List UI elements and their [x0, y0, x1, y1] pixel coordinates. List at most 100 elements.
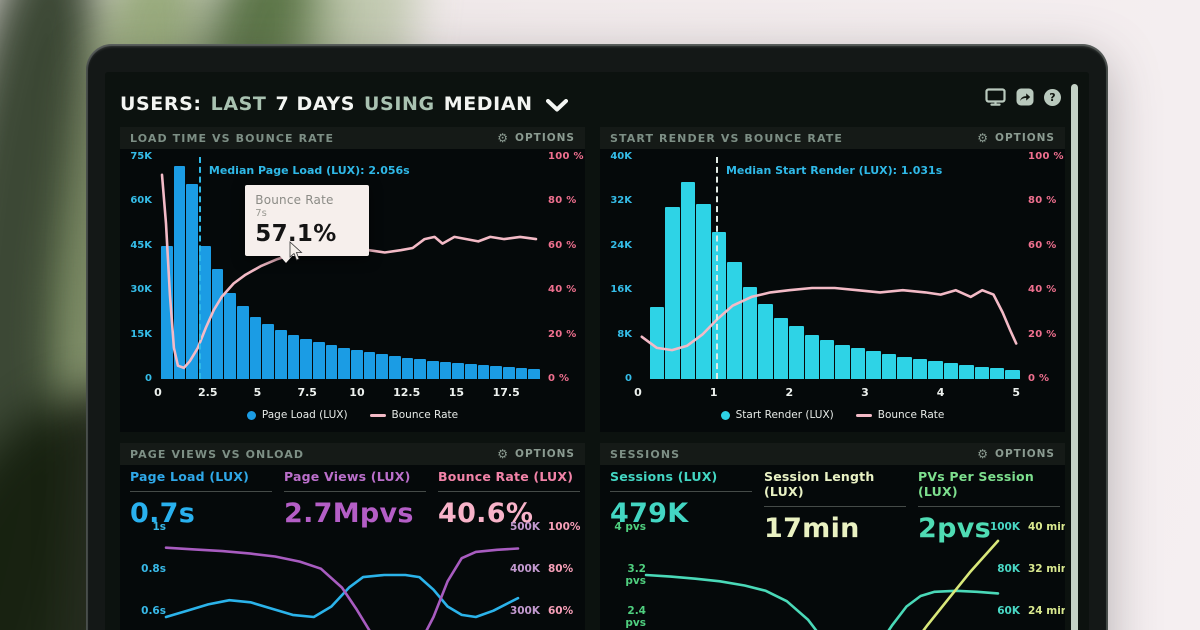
x-axis-tick: 5	[1012, 386, 1021, 399]
histogram-bar[interactable]	[186, 183, 199, 379]
stat-underline	[438, 491, 580, 492]
legend-line-icon	[369, 413, 386, 417]
histogram-bar[interactable]	[338, 347, 351, 379]
histogram-bar[interactable]	[376, 354, 389, 379]
histogram-bar[interactable]	[1005, 369, 1020, 379]
y-axis-tick: 0.8s	[141, 563, 166, 575]
histogram-bar[interactable]	[490, 366, 503, 379]
histogram-bar[interactable]	[804, 334, 819, 379]
histogram-bar[interactable]	[680, 181, 696, 379]
histogram-bar[interactable]	[503, 367, 515, 379]
gear-icon: ⚙	[497, 447, 510, 461]
histogram-bar[interactable]	[989, 367, 1005, 379]
right-axis-tick: 60K	[997, 605, 1020, 617]
y-axis-tick: 1s	[152, 521, 166, 533]
y-axis-tick: 4 pvs	[614, 521, 646, 533]
legend-item[interactable]: Page Load (LUX)	[246, 409, 348, 421]
histogram-bar[interactable]	[401, 357, 414, 379]
x-axis-tick: 0	[634, 386, 642, 399]
pct-axis-tick: 80 %	[548, 195, 577, 207]
histogram-bar[interactable]	[465, 364, 477, 379]
histogram-bar[interactable]	[452, 363, 465, 379]
histogram-bar[interactable]	[928, 361, 943, 379]
stat-label: Page Views (LUX)	[284, 469, 411, 484]
histogram-bar[interactable]	[224, 293, 237, 379]
histogram-bar[interactable]	[199, 245, 211, 379]
page-views-chart: Page Load (LUX) 0.7s Page Views (LUX) 2.7Mp…	[120, 443, 585, 630]
users-range-dropdown[interactable]: USERS: LAST 7 DAYS USING MEDIAN	[120, 93, 568, 115]
histogram-bar[interactable]	[665, 206, 680, 379]
histogram-bar[interactable]	[249, 316, 262, 379]
options-button[interactable]: ⚙ OPTIONS	[977, 448, 1055, 460]
histogram-bar[interactable]	[727, 262, 742, 379]
histogram-bar[interactable]	[881, 354, 897, 379]
histogram-bar[interactable]	[650, 306, 665, 379]
stat-label: PVs Per Session (LUX)	[918, 469, 1034, 499]
histogram-bar[interactable]	[287, 334, 300, 379]
options-button[interactable]: ⚙ OPTIONS	[977, 132, 1055, 144]
histogram-bar[interactable]	[237, 306, 249, 379]
histogram-bar[interactable]	[974, 366, 989, 379]
histogram-bar[interactable]	[477, 365, 490, 379]
histogram-bar[interactable]	[414, 359, 427, 379]
histogram-bar[interactable]	[427, 360, 439, 379]
right-axis-tick2: 24 min	[1028, 605, 1065, 617]
y-axis-tick: 0	[145, 373, 152, 384]
histogram-bar[interactable]	[789, 326, 804, 379]
y-axis-tick: 0	[625, 373, 632, 384]
x-axis-tick: 12.5	[393, 386, 421, 399]
histogram-bar[interactable]	[262, 324, 275, 379]
histogram-bar[interactable]	[439, 361, 452, 379]
options-button[interactable]: ⚙ OPTIONS	[497, 448, 575, 460]
pct-axis-tick: 60 %	[548, 239, 577, 251]
legend-item[interactable]: Bounce Rate	[855, 409, 944, 421]
tooltip: Bounce Rate 7s 57.1%	[245, 185, 370, 263]
panel-title: LOAD TIME VS BOUNCE RATE	[130, 131, 335, 145]
bounce-rate-line	[640, 286, 1018, 352]
sessions-chart: Sessions (LUX) 479K Session Length (LUX) 17…	[600, 443, 1065, 630]
histogram-bar[interactable]	[161, 245, 173, 379]
histogram-bar[interactable]	[711, 231, 727, 379]
display-icon[interactable]	[985, 88, 1006, 106]
legend-item[interactable]: Start Render (LUX)	[720, 409, 834, 421]
series-line	[164, 546, 520, 630]
histogram-bar[interactable]	[742, 287, 758, 379]
histogram-bar[interactable]	[850, 348, 866, 379]
stat-column: Bounce Rate (LUX) 40.6%	[438, 469, 580, 529]
x-axis-tick: 17.5	[492, 386, 520, 399]
load-time-chart: 75K 60K 45K 30K 15K 0 100 % 80 % 60 % 40 % 20 % 0 %…	[120, 149, 585, 432]
share-icon[interactable]	[1016, 88, 1034, 106]
histogram-bar[interactable]	[300, 339, 313, 379]
histogram-bar[interactable]	[943, 363, 959, 379]
histogram-bar[interactable]	[275, 330, 287, 379]
x-axis-tick: 4	[936, 386, 945, 399]
histogram-bar[interactable]	[351, 350, 363, 379]
histogram-bar[interactable]	[389, 355, 401, 379]
histogram-bar[interactable]	[325, 344, 338, 379]
histogram-bar[interactable]	[515, 368, 528, 379]
histogram-bar[interactable]	[835, 344, 850, 379]
histogram-bar[interactable]	[211, 269, 224, 379]
legend-item[interactable]: Bounce Rate	[369, 409, 458, 421]
tooltip-x: 7s	[255, 208, 267, 219]
stat-label: Bounce Rate (LUX)	[438, 469, 574, 484]
histogram-bar[interactable]	[912, 359, 928, 379]
help-icon[interactable]: ?	[1044, 88, 1061, 106]
stat-value: 2pvs	[918, 513, 991, 544]
histogram-bar[interactable]	[897, 356, 912, 379]
scrollbar[interactable]	[1071, 84, 1078, 630]
histogram-bar[interactable]	[758, 304, 773, 379]
histogram-bar[interactable]	[959, 365, 974, 379]
histogram-bar[interactable]	[313, 342, 325, 379]
histogram-bar[interactable]	[819, 340, 835, 379]
x-axis-tick: 3	[861, 386, 869, 399]
histogram-bar[interactable]	[528, 368, 541, 379]
right-axis-tick: 500K	[509, 521, 540, 533]
options-button[interactable]: ⚙ OPTIONS	[497, 132, 575, 144]
histogram-bar[interactable]	[773, 317, 789, 379]
histogram-bar[interactable]	[363, 352, 376, 379]
bar-group	[158, 157, 541, 379]
histogram-bar[interactable]	[173, 165, 186, 379]
histogram-bar[interactable]	[866, 351, 881, 379]
gear-icon: ⚙	[497, 131, 510, 145]
